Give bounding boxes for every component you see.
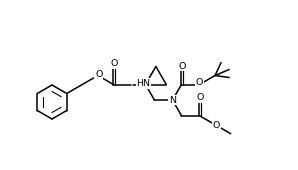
- Text: HN: HN: [136, 79, 150, 88]
- Text: O: O: [111, 59, 118, 68]
- Text: O: O: [212, 121, 220, 130]
- Text: O: O: [179, 62, 186, 71]
- Text: O: O: [196, 78, 203, 87]
- Text: N: N: [169, 96, 176, 105]
- Text: O: O: [197, 93, 204, 102]
- Text: O: O: [95, 70, 103, 79]
